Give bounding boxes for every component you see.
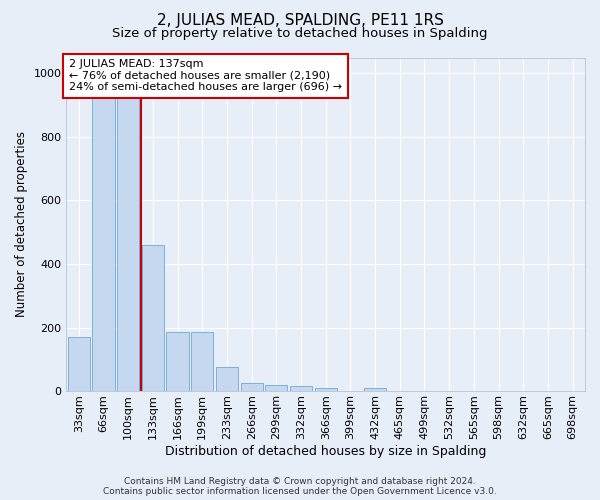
Bar <box>265 384 287 391</box>
Bar <box>216 367 238 391</box>
Bar <box>314 388 337 391</box>
Text: 2 JULIAS MEAD: 137sqm
← 76% of detached houses are smaller (2,190)
24% of semi-d: 2 JULIAS MEAD: 137sqm ← 76% of detached … <box>69 59 342 92</box>
X-axis label: Distribution of detached houses by size in Spalding: Distribution of detached houses by size … <box>165 444 487 458</box>
Bar <box>92 83 115 391</box>
Bar <box>241 383 263 391</box>
Bar <box>166 332 188 391</box>
Bar <box>191 332 214 391</box>
Bar <box>364 388 386 391</box>
Text: 2, JULIAS MEAD, SPALDING, PE11 1RS: 2, JULIAS MEAD, SPALDING, PE11 1RS <box>157 12 443 28</box>
Bar <box>68 337 90 391</box>
Y-axis label: Number of detached properties: Number of detached properties <box>15 132 28 318</box>
Text: Contains HM Land Registry data © Crown copyright and database right 2024.
Contai: Contains HM Land Registry data © Crown c… <box>103 476 497 496</box>
Bar <box>290 386 312 391</box>
Bar <box>142 245 164 391</box>
Text: Size of property relative to detached houses in Spalding: Size of property relative to detached ho… <box>112 28 488 40</box>
Bar <box>117 74 139 391</box>
